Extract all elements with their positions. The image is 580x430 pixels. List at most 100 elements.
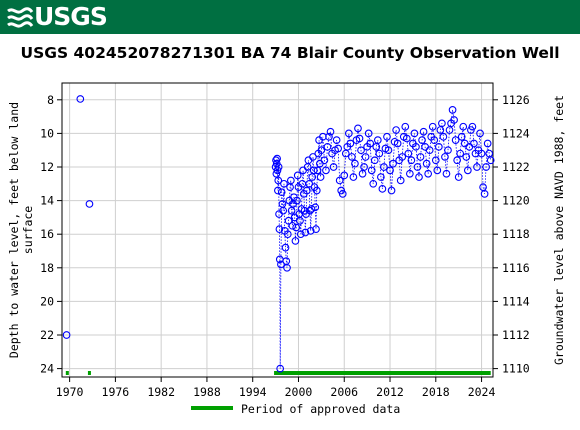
y-tick-label-7: 22	[40, 328, 54, 342]
data-point-143	[430, 136, 439, 144]
data-point-80	[334, 144, 342, 153]
y2-tick-label-1: 1112	[502, 328, 530, 342]
data-point-95	[357, 146, 365, 155]
data-point-11	[274, 163, 283, 171]
x-tick-label-8: 2018	[422, 385, 450, 399]
x-tick-label-3: 1988	[193, 385, 221, 399]
data-point-112	[383, 132, 391, 141]
data-point-75	[326, 127, 335, 136]
data-point-165	[463, 166, 472, 175]
y2-tick-label-0: 1110	[502, 362, 530, 376]
data-point-94	[355, 134, 364, 143]
data-point-1	[76, 95, 85, 103]
data-point-101	[366, 139, 375, 148]
data-point-25	[283, 230, 292, 239]
usgs-header-banner: USGS	[0, 0, 580, 34]
approved-period-2	[274, 371, 491, 375]
data-point-132	[413, 163, 422, 171]
x-tick-label-7: 2012	[376, 385, 404, 399]
data-point-90	[349, 173, 358, 181]
data-point-107	[375, 149, 384, 158]
approved-period-bars	[65, 371, 491, 375]
data-point-131	[412, 142, 420, 151]
data-point-13	[275, 225, 284, 234]
data-point-136	[419, 127, 428, 136]
data-point-109	[378, 184, 387, 193]
data-point-15	[276, 364, 285, 373]
data-point-62	[312, 225, 320, 234]
data-point-177	[482, 163, 490, 171]
data-point-127	[406, 169, 414, 178]
data-point-174	[477, 149, 486, 158]
y2-tick-label-8: 1126	[502, 93, 530, 107]
data-point-155	[448, 106, 457, 114]
usgs-logo-wave-icon	[7, 7, 34, 28]
data-point-41	[296, 216, 304, 225]
legend-swatch-approved	[191, 406, 233, 410]
data-point-150	[441, 153, 449, 161]
data-point-81	[335, 176, 344, 185]
data-point-160	[456, 149, 465, 158]
data-point-102	[367, 166, 376, 175]
data-point-0	[62, 331, 71, 339]
data-point-77	[329, 163, 338, 171]
data-point-71	[320, 156, 329, 165]
data-point-36	[292, 223, 301, 232]
x-tick-label-2: 1982	[147, 385, 175, 399]
groundwater-chart: USGS 402452078271301 BA 74 Blair County …	[7, 44, 566, 416]
data-point-37	[293, 196, 301, 205]
data-point-110	[380, 163, 388, 171]
data-point-98	[361, 153, 370, 161]
data-point-64	[313, 166, 322, 175]
y2-tick-label-4: 1118	[502, 227, 530, 241]
data-point-72	[322, 166, 330, 175]
y2-tick-label-7: 1124	[502, 126, 530, 140]
y-tick-label-3: 14	[40, 194, 54, 208]
data-point-4	[272, 156, 280, 165]
data-point-31	[288, 221, 297, 230]
data-point-162	[459, 122, 468, 131]
data-point-161	[457, 132, 466, 141]
x-tick-label-1: 1976	[102, 385, 130, 399]
data-point-53	[305, 179, 314, 188]
y-tick-label-4: 16	[40, 227, 54, 241]
y-tick-label-1: 10	[40, 126, 54, 140]
series-connector-path	[275, 109, 492, 369]
data-point-10	[274, 176, 283, 185]
data-point-139	[424, 169, 433, 178]
data-point-119	[393, 139, 402, 148]
data-point-152	[444, 146, 452, 155]
y2-axis-ticks: 1110 1112 1114 1116 1118 1120 1122 1124 1126	[493, 93, 530, 376]
legend: Period of approved data	[191, 402, 400, 416]
data-point-63	[312, 186, 321, 195]
data-point-84	[340, 171, 349, 180]
x-axis-ticks: 1970 1976 1982 1988 1994 2000 2006 2012 2018 2024	[56, 377, 495, 399]
x-tick-label-5: 2000	[285, 385, 313, 399]
data-point-122	[398, 153, 407, 161]
y2-tick-label-2: 1114	[502, 294, 530, 308]
data-point-144	[431, 156, 440, 165]
data-point-113	[384, 146, 393, 155]
data-point-156	[450, 116, 458, 124]
data-point-149	[439, 132, 448, 141]
data-point-16	[277, 260, 285, 269]
approved-period-1	[87, 371, 91, 375]
usgs-logo-text: USGS	[34, 2, 108, 31]
y2-tick-label-5: 1120	[502, 194, 530, 208]
data-point-115	[387, 186, 396, 195]
data-point-168	[468, 122, 477, 131]
data-point-118	[392, 126, 400, 134]
data-point-50	[303, 186, 311, 195]
y-tick-label-8: 24	[40, 362, 54, 376]
plot-area-frame	[61, 82, 494, 378]
data-point-5	[272, 169, 281, 178]
data-point-114	[386, 166, 394, 175]
data-point-48	[301, 228, 310, 237]
data-point-103	[369, 179, 378, 188]
data-point-142	[428, 122, 437, 131]
chart-grid	[62, 83, 493, 377]
y2-axis-label: Groundwater level above NAVD 1988, feet	[552, 95, 566, 365]
chart-title: USGS 402452078271301 BA 74 Blair County …	[20, 44, 559, 62]
y2-tick-label-3: 1116	[502, 261, 530, 275]
data-point-169	[470, 139, 478, 148]
